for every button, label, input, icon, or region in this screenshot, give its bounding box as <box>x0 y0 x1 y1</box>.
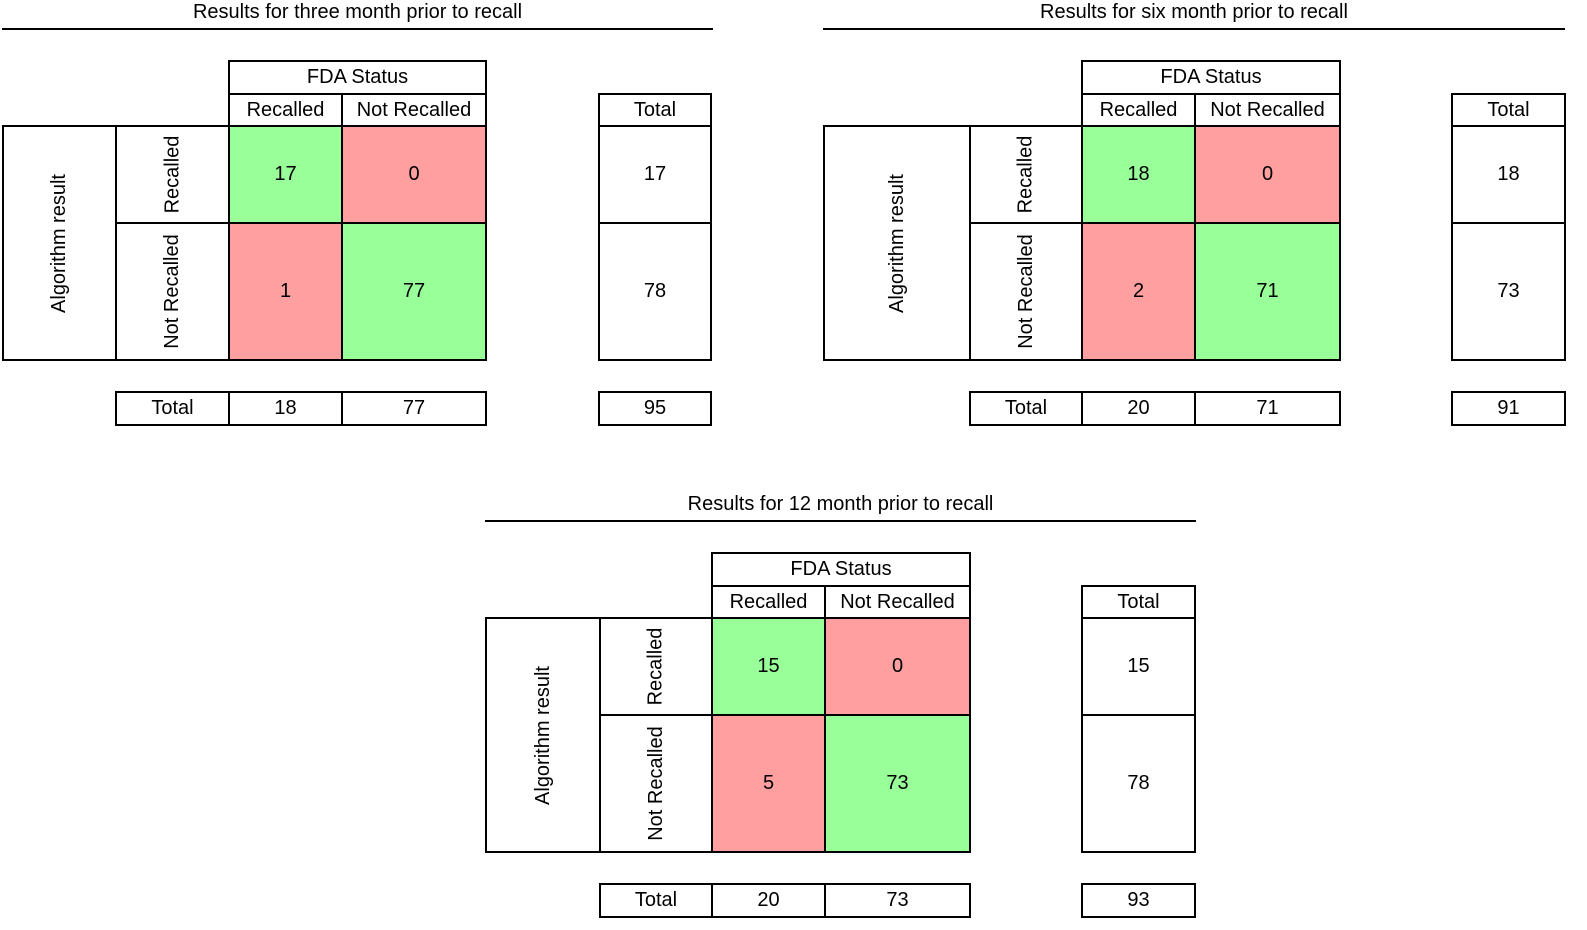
col-label-not-recalled: Not Recalled <box>341 93 487 127</box>
col-total-recalled: 20 <box>1081 391 1196 426</box>
row-total-not-recalled: 78 <box>598 222 712 361</box>
col-label-not-recalled: Not Recalled <box>1194 93 1341 127</box>
row-total-recalled: 18 <box>1451 125 1566 224</box>
row-label-text: Recalled <box>644 627 667 706</box>
cell-false-negative: 5 <box>711 714 826 853</box>
cell-true-negative: 77 <box>341 222 487 361</box>
row-label-not-recalled: Not Recalled <box>599 714 713 853</box>
cell-true-positive: 18 <box>1081 125 1196 224</box>
cell-false-negative: 1 <box>228 222 343 361</box>
title-underline <box>2 28 713 30</box>
cell-true-positive: 17 <box>228 125 343 224</box>
col-total-recalled: 18 <box>228 391 343 426</box>
matrix-title: Results for three month prior to recall <box>192 1 523 23</box>
total-row-label: Total <box>969 391 1083 426</box>
fda-status-header: FDA Status <box>711 552 971 587</box>
row-label-recalled: Recalled <box>115 125 230 224</box>
total-row-label: Total <box>115 391 230 426</box>
cell-true-negative: 71 <box>1194 222 1341 361</box>
row-label-recalled: Recalled <box>599 617 713 716</box>
row-label-recalled: Recalled <box>969 125 1083 224</box>
total-row-label: Total <box>599 883 713 918</box>
cell-true-negative: 73 <box>824 714 971 853</box>
row-axis-label-text: Algorithm result <box>531 665 554 805</box>
grand-total: 95 <box>598 391 712 426</box>
col-label-recalled: Recalled <box>228 93 343 127</box>
cell-false-positive: 0 <box>824 617 971 716</box>
col-total-not-recalled: 77 <box>341 391 487 426</box>
row-label-text: Not Recalled <box>644 726 667 841</box>
cell-false-positive: 0 <box>341 125 487 224</box>
matrix-title: Results for 12 month prior to recall <box>687 493 994 515</box>
col-total-recalled: 20 <box>711 883 826 918</box>
title-underline <box>485 520 1196 522</box>
row-axis-label: Algorithm result <box>2 125 117 361</box>
matrix-title: Results for six month prior to recall <box>1040 1 1348 23</box>
grand-total: 91 <box>1451 391 1566 426</box>
col-total-not-recalled: 73 <box>824 883 971 918</box>
col-label-recalled: Recalled <box>711 585 826 619</box>
row-total-recalled: 15 <box>1081 617 1196 716</box>
total-column-header: Total <box>1451 93 1566 127</box>
row-axis-label: Algorithm result <box>823 125 971 361</box>
title-underline <box>823 28 1565 30</box>
row-axis-label: Algorithm result <box>485 617 601 853</box>
row-total-not-recalled: 73 <box>1451 222 1566 361</box>
col-total-not-recalled: 71 <box>1194 391 1341 426</box>
col-label-not-recalled: Not Recalled <box>824 585 971 619</box>
row-label-not-recalled: Not Recalled <box>115 222 230 361</box>
fda-status-header: FDA Status <box>228 60 487 95</box>
total-column-header: Total <box>598 93 712 127</box>
grand-total: 93 <box>1081 883 1196 918</box>
row-total-not-recalled: 78 <box>1081 714 1196 853</box>
cell-true-positive: 15 <box>711 617 826 716</box>
total-column-header: Total <box>1081 585 1196 619</box>
